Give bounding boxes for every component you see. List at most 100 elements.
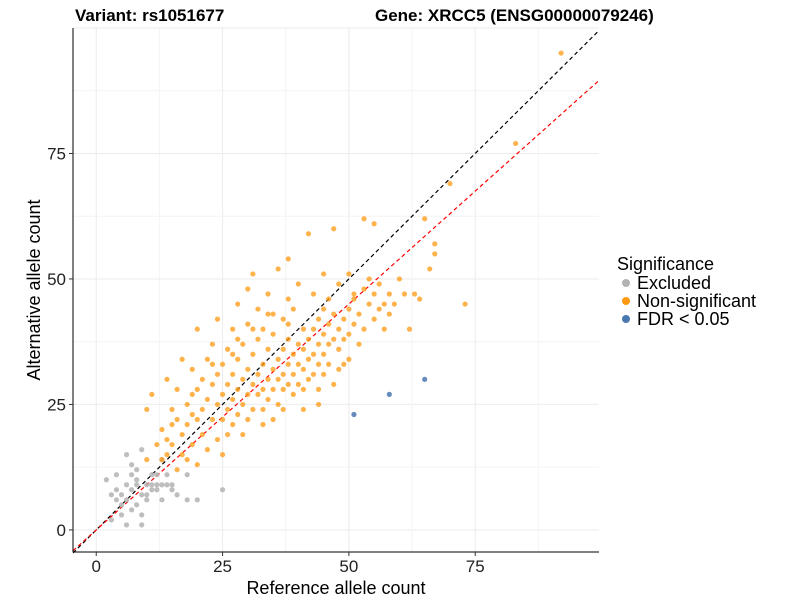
- point-non-significant: [189, 441, 195, 448]
- point-non-significant: [351, 296, 357, 302]
- point-non-significant: [366, 301, 372, 307]
- point-non-significant: [280, 371, 286, 377]
- point-non-significant: [305, 376, 312, 382]
- point-excluded: [123, 482, 130, 488]
- point-non-significant: [326, 321, 332, 327]
- point-non-significant: [245, 321, 251, 327]
- y-tick-label: 25: [47, 395, 66, 414]
- point-non-significant: [376, 281, 382, 287]
- point-non-significant: [154, 441, 160, 448]
- point-non-significant: [194, 462, 200, 468]
- point-non-significant: [406, 326, 413, 332]
- point-non-significant: [280, 346, 286, 352]
- point-non-significant: [219, 391, 226, 397]
- point-non-significant: [235, 301, 241, 307]
- point-non-significant: [295, 381, 301, 387]
- point-non-significant: [230, 396, 236, 403]
- point-non-significant: [194, 386, 200, 392]
- point-non-significant: [432, 251, 438, 257]
- point-non-significant: [255, 391, 261, 397]
- point-non-significant: [381, 301, 387, 307]
- grid: [73, 27, 599, 552]
- point-excluded: [159, 497, 165, 503]
- point-non-significant: [179, 452, 185, 458]
- point-non-significant: [214, 316, 221, 322]
- point-non-significant: [351, 321, 357, 327]
- point-non-significant: [240, 376, 246, 382]
- point-non-significant: [260, 361, 266, 367]
- y-tick-label: 50: [47, 270, 66, 289]
- point-excluded: [164, 482, 170, 488]
- point-non-significant: [346, 271, 352, 277]
- point-non-significant: [225, 381, 231, 387]
- point-non-significant: [351, 291, 357, 297]
- point-excluded: [123, 452, 130, 458]
- point-non-significant: [411, 291, 418, 297]
- point-non-significant: [189, 411, 195, 418]
- point-non-significant: [295, 361, 301, 367]
- point-non-significant: [194, 416, 200, 423]
- point-excluded: [129, 472, 135, 478]
- point-non-significant: [144, 406, 150, 413]
- point-non-significant: [260, 386, 266, 392]
- point-non-significant: [285, 256, 291, 262]
- point-non-significant: [209, 341, 216, 347]
- point-non-significant: [230, 371, 236, 377]
- point-non-significant: [174, 386, 180, 392]
- point-non-significant: [275, 401, 281, 408]
- point-non-significant: [422, 216, 428, 222]
- point-non-significant: [260, 421, 266, 428]
- point-excluded: [129, 507, 135, 513]
- point-non-significant: [396, 276, 403, 282]
- chart-title-variant: Variant: rs1051677: [75, 6, 224, 25]
- point-non-significant: [219, 416, 226, 423]
- point-non-significant: [260, 326, 266, 332]
- point-non-significant: [336, 281, 342, 287]
- point-non-significant: [290, 371, 296, 377]
- point-excluded: [154, 487, 160, 493]
- point-non-significant: [300, 366, 307, 372]
- legend-label-non-significant: Non-significant: [637, 291, 756, 311]
- point-non-significant: [326, 341, 332, 347]
- point-non-significant: [275, 356, 281, 362]
- chart-title-gene: Gene: XRCC5 (ENSG00000079246): [375, 6, 654, 25]
- point-non-significant: [159, 426, 165, 433]
- point-non-significant: [305, 356, 312, 362]
- point-non-significant: [432, 241, 438, 247]
- point-non-significant: [199, 406, 205, 413]
- point-excluded: [113, 497, 120, 503]
- point-non-significant: [184, 421, 190, 428]
- point-non-significant: [240, 431, 246, 438]
- point-excluded: [129, 462, 135, 468]
- point-non-significant: [265, 376, 271, 382]
- point-excluded: [149, 487, 155, 493]
- point-non-significant: [280, 386, 286, 392]
- point-non-significant: [230, 351, 236, 357]
- point-excluded: [134, 482, 140, 488]
- point-excluded: [123, 497, 130, 503]
- axis-ticks: 0 25 50 75 0 25 50 75: [47, 144, 485, 576]
- point-excluded: [144, 492, 150, 498]
- point-non-significant: [265, 311, 271, 317]
- point-non-significant: [336, 346, 342, 352]
- point-non-significant: [321, 351, 327, 357]
- point-non-significant: [235, 356, 241, 362]
- point-excluded: [219, 487, 226, 493]
- point-non-significant: [371, 221, 377, 227]
- point-non-significant: [401, 291, 408, 297]
- point-excluded: [139, 522, 145, 528]
- legend-label-excluded: Excluded: [637, 273, 711, 293]
- point-non-significant: [214, 371, 221, 377]
- point-non-significant: [225, 346, 231, 352]
- point-non-significant: [265, 396, 271, 403]
- point-non-significant: [361, 286, 367, 292]
- point-non-significant: [204, 356, 211, 362]
- x-axis-label: Reference allele count: [246, 578, 425, 598]
- point-non-significant: [280, 316, 286, 322]
- point-non-significant: [275, 266, 281, 272]
- point-non-significant: [245, 286, 251, 292]
- point-excluded: [134, 502, 140, 508]
- point-non-significant: [270, 386, 276, 392]
- point-non-significant: [310, 351, 317, 357]
- point-excluded: [164, 472, 170, 478]
